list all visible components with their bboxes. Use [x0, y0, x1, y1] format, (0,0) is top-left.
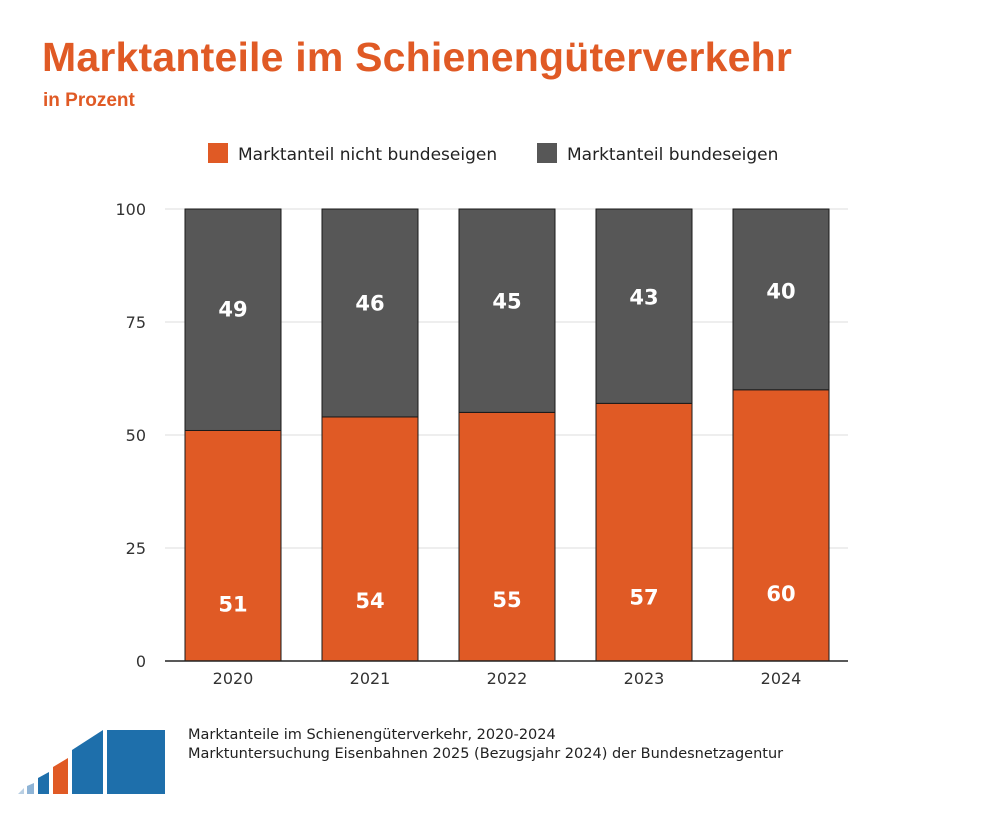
- source-line-1: Marktanteile im Schienengüterverkehr, 20…: [188, 727, 556, 743]
- bar-segment-nicht-bundeseigen: [321, 416, 419, 662]
- bar-segment-bundeseigen: [732, 208, 830, 391]
- logo-bar-1: [18, 788, 24, 794]
- data-label: 49: [218, 298, 247, 322]
- y-tick-label: 0: [136, 652, 146, 671]
- legend-swatch-1: [208, 143, 228, 163]
- bar-group-2021: 54 46: [321, 208, 419, 662]
- y-tick-label: 50: [126, 426, 146, 445]
- x-tick-label: 2023: [624, 669, 665, 688]
- x-tick-label: 2020: [213, 669, 254, 688]
- data-label: 45: [492, 290, 521, 314]
- x-tick-label: 2022: [487, 669, 528, 688]
- logo-bar-5: [72, 730, 103, 794]
- data-label: 57: [629, 586, 658, 610]
- bar-group-2022: 55 45: [458, 208, 556, 662]
- data-label: 51: [218, 592, 247, 616]
- data-label: 55: [492, 588, 521, 612]
- legend-label-1: Marktanteil nicht bundeseigen: [238, 145, 497, 165]
- data-label: 40: [766, 279, 795, 303]
- bar-chart-logo-icon: [18, 730, 165, 794]
- source-line-2: Marktuntersuchung Eisenbahnen 2025 (Bezu…: [188, 746, 784, 762]
- x-axis: 2020 2021 2022 2023 2024: [165, 660, 848, 688]
- data-label: 46: [355, 292, 384, 316]
- bar-segment-bundeseigen: [458, 208, 556, 413]
- bar-segment-bundeseigen: [184, 208, 282, 431]
- y-axis: 0 25 50 75 100: [115, 200, 146, 671]
- bar-group-2024: 60 40: [732, 208, 830, 662]
- bar-segment-bundeseigen: [321, 208, 419, 418]
- x-tick-label: 2021: [350, 669, 391, 688]
- data-label: 60: [766, 582, 795, 606]
- bar-group-2020: 51 49: [184, 208, 282, 662]
- chart-bars: 51 49 54 46 55 45 57 43 60 40: [184, 208, 830, 662]
- logo-bar-4: [53, 758, 68, 794]
- logo-bar-6: [107, 730, 165, 794]
- chart-subtitle: in Prozent: [43, 90, 135, 111]
- bar-segment-bundeseigen: [595, 208, 693, 404]
- legend-label-2: Marktanteil bundeseigen: [567, 145, 778, 165]
- bar-segment-nicht-bundeseigen: [732, 389, 830, 662]
- legend-swatch-2: [537, 143, 557, 163]
- source-note: Marktanteile im Schienengüterverkehr, 20…: [188, 726, 783, 764]
- data-label: 43: [629, 285, 658, 309]
- bar-segment-nicht-bundeseigen: [184, 429, 282, 662]
- logo-bar-2: [27, 783, 34, 794]
- data-label: 54: [355, 589, 384, 613]
- y-tick-label: 100: [115, 200, 146, 219]
- x-tick-label: 2024: [761, 669, 802, 688]
- y-tick-label: 75: [126, 313, 146, 332]
- bar-segment-nicht-bundeseigen: [595, 402, 693, 662]
- logo-bar-3: [38, 772, 49, 794]
- bar-group-2023: 57 43: [595, 208, 693, 662]
- y-tick-label: 25: [126, 539, 146, 558]
- chart-legend: Marktanteil nicht bundeseigen Marktanteil…: [208, 143, 778, 165]
- stacked-bar-chart: Marktanteil nicht bundeseigen Marktanteil…: [115, 143, 848, 688]
- bar-segment-nicht-bundeseigen: [458, 411, 556, 662]
- chart-title: Marktanteile im Schienengüterverkehr: [42, 34, 793, 80]
